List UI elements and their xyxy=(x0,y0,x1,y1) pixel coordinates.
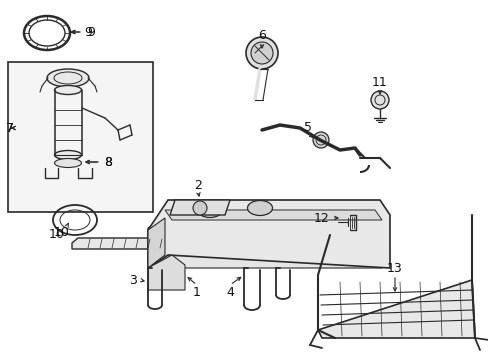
Polygon shape xyxy=(148,218,164,268)
Ellipse shape xyxy=(54,150,81,159)
Text: 5: 5 xyxy=(304,121,311,134)
Bar xyxy=(8,62,153,212)
Text: 9: 9 xyxy=(84,26,92,39)
Polygon shape xyxy=(164,210,381,220)
Text: 9: 9 xyxy=(87,26,95,39)
Ellipse shape xyxy=(197,202,222,217)
Ellipse shape xyxy=(47,69,89,87)
Text: 10: 10 xyxy=(54,225,70,239)
Polygon shape xyxy=(148,200,389,268)
Text: 11: 11 xyxy=(371,76,387,89)
Circle shape xyxy=(370,91,388,109)
Text: 8: 8 xyxy=(104,156,112,168)
Polygon shape xyxy=(72,238,175,249)
Circle shape xyxy=(193,201,206,215)
Text: 10: 10 xyxy=(49,229,65,242)
Text: 8: 8 xyxy=(104,156,112,168)
Text: 3: 3 xyxy=(129,274,137,287)
Polygon shape xyxy=(170,200,229,215)
Polygon shape xyxy=(148,255,184,290)
Text: 1: 1 xyxy=(193,285,201,298)
Text: 7: 7 xyxy=(6,122,14,135)
Polygon shape xyxy=(317,280,474,338)
Text: 4: 4 xyxy=(225,285,233,298)
Text: 2: 2 xyxy=(194,179,202,192)
Text: 13: 13 xyxy=(386,261,402,275)
Circle shape xyxy=(312,132,328,148)
Polygon shape xyxy=(148,255,389,268)
Ellipse shape xyxy=(247,201,272,216)
Text: 6: 6 xyxy=(258,28,265,41)
Ellipse shape xyxy=(54,86,81,95)
Ellipse shape xyxy=(54,158,81,167)
Circle shape xyxy=(245,37,278,69)
Circle shape xyxy=(250,42,272,64)
Text: 7: 7 xyxy=(6,122,14,135)
Text: 12: 12 xyxy=(313,212,329,225)
Polygon shape xyxy=(148,215,168,268)
